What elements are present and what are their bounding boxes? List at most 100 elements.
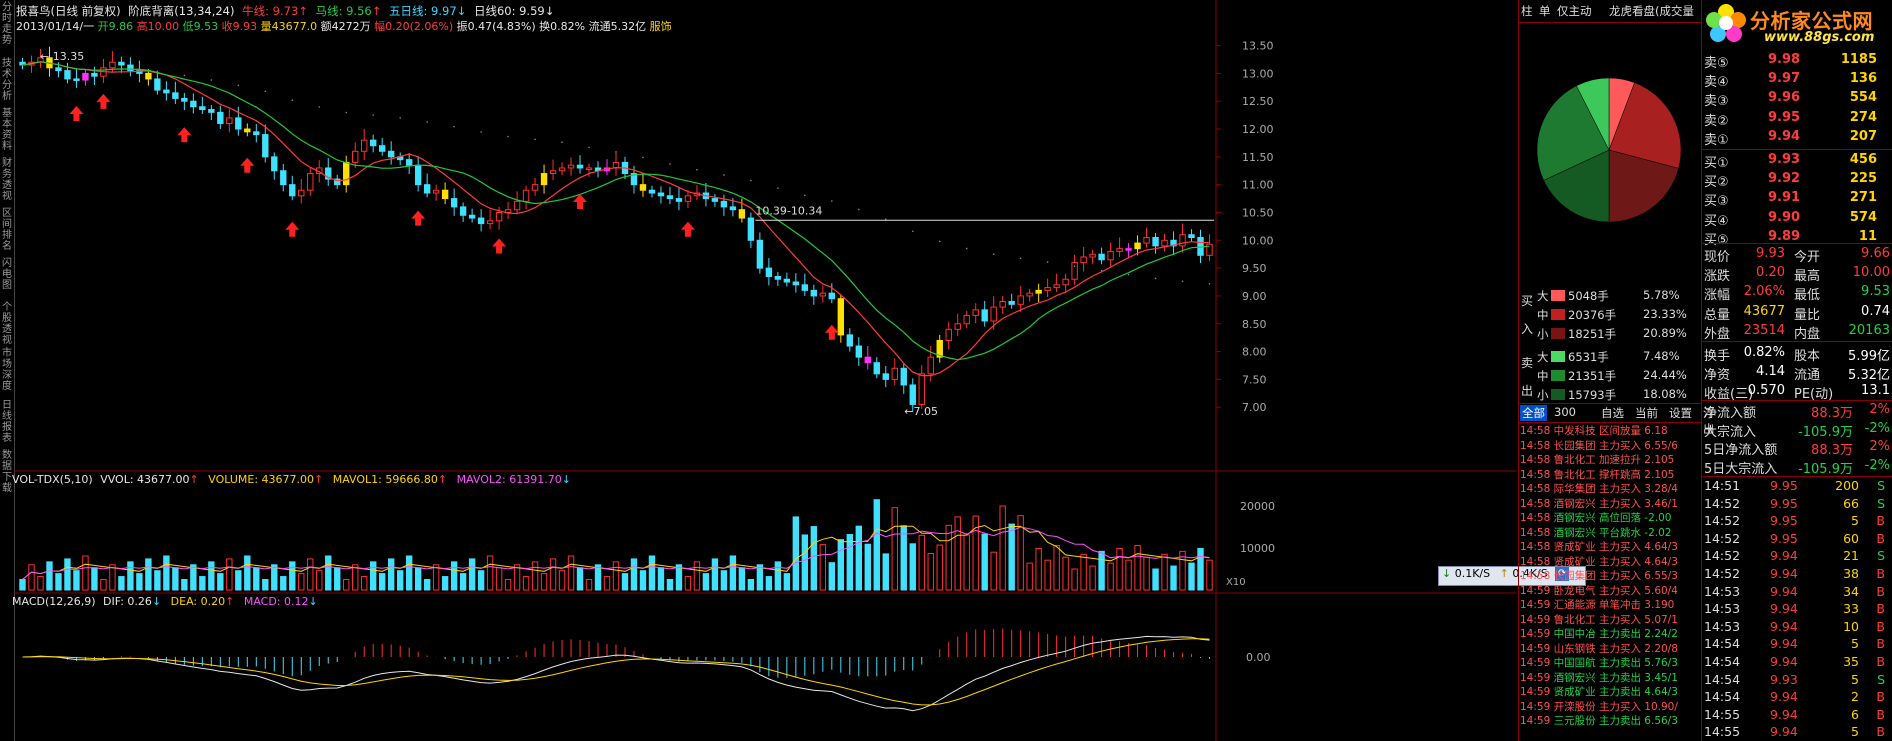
ob-level: 卖① xyxy=(1704,132,1729,148)
ticker-row[interactable]: 14:58 长园集团 主力买入 6.55/6 xyxy=(1520,438,1678,453)
left-tab-1[interactable]: 技术分析 xyxy=(2,58,12,102)
panel-tab-1[interactable]: 单 xyxy=(1539,4,1551,18)
ticker-row[interactable]: 14:58 长园集团 主力买入 6.55/3 xyxy=(1520,568,1678,583)
ticker-value: -2.00 xyxy=(1644,512,1672,524)
ticker-row[interactable]: 14:58 中发科技 区间放量 6.18 xyxy=(1520,423,1668,438)
ob-level: 卖② xyxy=(1704,113,1729,129)
buy-signal-arrow xyxy=(69,106,84,122)
trades-divider xyxy=(1702,476,1892,477)
ticker-row[interactable]: 14:59 贤成矿业 主力卖出 4.64/3 xyxy=(1520,684,1678,699)
kline-chart-area[interactable]: 报喜鸟(日线 前复权) 阶底背离(13,34,24) 牛线: 9.73↑ 马线:… xyxy=(12,0,1586,741)
left-tab-3[interactable]: 财务透视 xyxy=(2,158,12,202)
ticker-row[interactable]: 14:58 鲁北化工 撑杆跳高 2.105 xyxy=(1520,467,1674,482)
ticker-row[interactable]: 14:59 酒钢宏兴 主力卖出 3.45/1 xyxy=(1520,670,1678,685)
list-tab-5[interactable]: 浮出 xyxy=(1703,406,1715,436)
list-tab-4[interactable]: 设置 xyxy=(1669,406,1692,420)
order-book-row[interactable]: 买④ 9.90 574 xyxy=(1702,210,1892,229)
panel-tab-3[interactable]: 龙虎看盘(成交量 xyxy=(1609,4,1694,18)
trade-volume: 5 xyxy=(1851,636,1859,652)
ticker-row[interactable]: 14:59 中国中冶 主力卖出 2.24/2 xyxy=(1520,626,1678,641)
left-tab-lower-1[interactable]: 数据下载 xyxy=(2,450,12,494)
trade-volume: 60 xyxy=(1843,530,1859,546)
order-book-row[interactable]: 买② 9.92 225 xyxy=(1702,171,1892,190)
volume-bar xyxy=(612,561,620,591)
stat-label: 涨跌 xyxy=(1704,269,1731,285)
flow-percent: 18.08% xyxy=(1643,387,1687,401)
ma60-dot xyxy=(750,179,752,182)
panel-tab-0[interactable]: 柱 xyxy=(1521,4,1533,18)
candle-body xyxy=(882,373,889,380)
ticker-row[interactable]: 14:58 贤成矿业 主力买入 4.64/3 xyxy=(1520,539,1678,554)
list-tab-3[interactable]: 当前 xyxy=(1635,406,1658,420)
left-tab-6[interactable]: 个股透视 xyxy=(2,302,12,346)
ticker-row[interactable]: 14:59 卧龙电气 主力买入 5.60/4 xyxy=(1520,583,1678,598)
buy-signal-arrow xyxy=(492,238,507,254)
volume-bar xyxy=(954,516,961,591)
ticker-row[interactable]: 14:59 鲁北化工 主力买入 5.07/1 xyxy=(1520,612,1678,627)
order-book-row[interactable]: 卖④ 9.97 136 xyxy=(1702,71,1892,90)
ticker-row[interactable]: 14:59 汇通能源 单笔冲击 3.190 xyxy=(1520,597,1674,612)
flow-color-swatch xyxy=(1551,328,1565,339)
netflow-percent: -2% xyxy=(1864,457,1890,473)
ticker-row[interactable]: 14:59 山东钢铁 主力买入 2.20/8 xyxy=(1520,641,1678,656)
ticker-row[interactable]: 14:58 贤成矿业 主力买入 4.64/3 xyxy=(1520,554,1678,569)
ticker-stock: 长园集团 xyxy=(1553,570,1596,582)
candle-body xyxy=(1026,292,1033,297)
order-book-row[interactable]: 卖③ 9.96 554 xyxy=(1702,90,1892,109)
list-tab-2[interactable]: 自选 xyxy=(1601,406,1624,420)
volume-bar xyxy=(549,558,557,591)
bar-sector[interactable]: 服饰 xyxy=(649,20,672,33)
ma60-dot xyxy=(1073,265,1076,268)
ticker-row[interactable]: 14:59 中国国航 主力卖出 5.76/3 xyxy=(1520,655,1678,670)
ticker-row[interactable]: 14:58 鲁北化工 加速拉升 2.105 xyxy=(1520,452,1674,467)
left-tab-2[interactable]: 基本资料 xyxy=(2,108,12,152)
volume-title: VOL-TDX(5,10) xyxy=(12,473,93,486)
left-tab-7[interactable]: 市场深度 xyxy=(2,348,12,392)
trade-time: 14:52 xyxy=(1704,530,1741,546)
ticker-time: 14:58 xyxy=(1520,483,1551,495)
dea-value: DEA: 0.20 xyxy=(170,595,226,608)
ticker-stock: 酒钢宏兴 xyxy=(1553,671,1596,684)
order-book-row[interactable]: 卖① 9.94 207 xyxy=(1702,129,1892,148)
speed-tooltip[interactable]: ↓ 0.1K/S ↑ 0.4K/S ⟳ xyxy=(1438,566,1586,586)
ticker-row[interactable]: 14:58 酒钢宏兴 平台跳水 -2.02 xyxy=(1520,525,1671,540)
candle-body xyxy=(1035,289,1042,294)
volume-bar xyxy=(208,561,215,591)
candle-body xyxy=(280,170,287,186)
list-tab-1[interactable]: 300 xyxy=(1554,405,1576,419)
trade-price: 9.94 xyxy=(1770,654,1798,669)
ma60-dot xyxy=(264,90,267,93)
refresh-icon[interactable]: ⟳ xyxy=(1555,567,1570,581)
order-book-row[interactable]: 卖② 9.95 274 xyxy=(1702,110,1892,129)
kline-svg[interactable]: 13.50 13.00 12.50 12.00 11.50 11.00 10.50 10.00… xyxy=(14,0,1518,741)
left-tab-4[interactable]: 区间排名 xyxy=(2,208,12,252)
order-book-row[interactable]: 卖⑤ 9.98 1185 xyxy=(1702,52,1892,71)
trade-volume: 2 xyxy=(1851,689,1859,705)
buy-signal-arrow xyxy=(285,221,300,237)
trade-price: 9.95 xyxy=(1770,513,1798,529)
list-tab-0[interactable]: 全部 xyxy=(1520,405,1547,421)
stat-row: 涨跌 0.20 最高 10.00 xyxy=(1702,265,1892,284)
left-tab-lower-0[interactable]: 日线报表 xyxy=(2,400,12,444)
ticker-row[interactable]: 14:59 开滦股份 主力买入 10.90/ xyxy=(1520,699,1678,714)
stock-title: 报喜鸟(日线 前复权) xyxy=(16,4,121,18)
left-tab-0[interactable]: 分时走势 xyxy=(2,2,12,46)
ticker-row[interactable]: 14:58 际华集团 主力买入 3.28/4 xyxy=(1520,481,1678,496)
volume-bar xyxy=(1071,568,1078,591)
left-tab-5[interactable]: 闪电图 xyxy=(2,258,12,291)
site-logo[interactable]: 分析家公式网 www.88gs.com xyxy=(1702,0,1892,46)
volume-bar xyxy=(864,543,871,591)
volume-bar xyxy=(217,573,224,591)
order-book-row[interactable]: 买⑤ 9.89 11 xyxy=(1702,229,1892,248)
ticker-row[interactable]: 14:58 酒钢宏兴 高位回落 -2.00 xyxy=(1520,510,1671,525)
trade-direction: B xyxy=(1876,724,1885,740)
panel-tab-2[interactable]: 仅主动 xyxy=(1557,4,1592,18)
ticker-value: 5.60/4 xyxy=(1644,584,1678,597)
order-book-row[interactable]: 买③ 9.91 271 xyxy=(1702,190,1892,209)
ticker-row[interactable]: 14:58 酒钢宏兴 主力买入 3.46/1 xyxy=(1520,496,1678,511)
volume-bar xyxy=(1206,559,1213,591)
trade-volume: 38 xyxy=(1843,566,1859,581)
order-book-row[interactable]: 买① 9.93 456 xyxy=(1702,152,1892,171)
ticker-row[interactable]: 14:59 三元股份 主力卖出 6.56/3 xyxy=(1520,713,1678,728)
ma60-dot xyxy=(938,240,941,243)
